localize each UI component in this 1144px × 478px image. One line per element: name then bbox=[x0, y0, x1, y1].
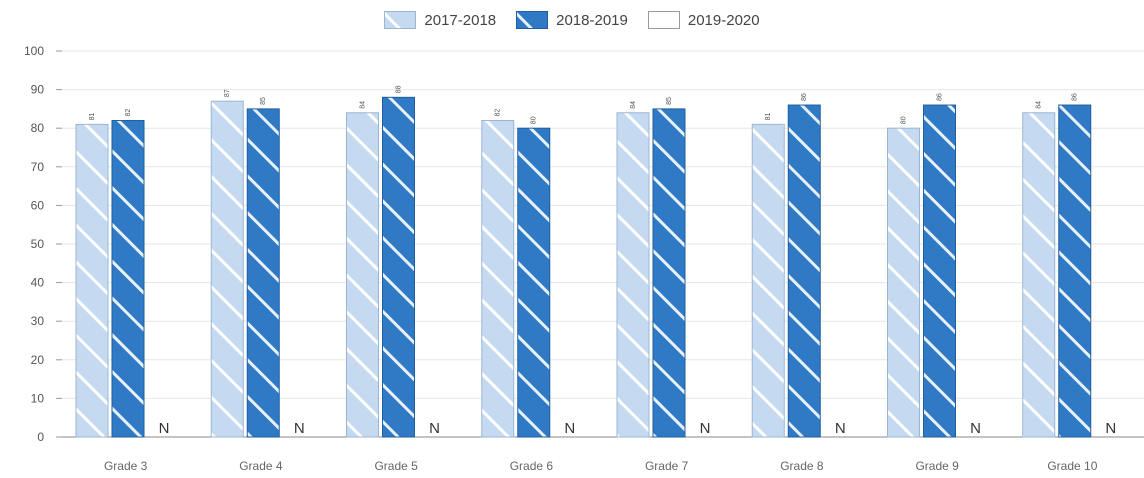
legend-swatch bbox=[384, 11, 417, 29]
bar-2017-2018-Grade 10[interactable] bbox=[1022, 112, 1056, 438]
data-label: 87 bbox=[224, 89, 231, 97]
missing-data-label: N bbox=[970, 420, 981, 437]
legend-swatch bbox=[516, 11, 549, 29]
chart-legend: 2017-2018 2018-2019 2019-2020 bbox=[0, 8, 1144, 32]
y-tick-label: 50 bbox=[31, 237, 45, 251]
x-category-label: Grade 9 bbox=[915, 459, 959, 473]
bar-2018-2019-Grade 7[interactable] bbox=[652, 108, 686, 438]
y-tick-label: 30 bbox=[31, 314, 45, 328]
data-label: 84 bbox=[1036, 101, 1043, 109]
bar-2018-2019-Grade 8[interactable] bbox=[787, 104, 821, 438]
y-tick-label: 0 bbox=[37, 430, 44, 444]
bar-2017-2018-Grade 8[interactable] bbox=[751, 123, 785, 438]
missing-data-label: N bbox=[835, 420, 846, 437]
legend-item-2017-2018[interactable]: 2017-2018 bbox=[384, 11, 496, 29]
missing-data-label: N bbox=[700, 420, 711, 437]
missing-data-label: N bbox=[1105, 420, 1116, 437]
x-category-label: Grade 3 bbox=[104, 459, 148, 473]
y-tick-label: 70 bbox=[31, 160, 45, 174]
data-label: 84 bbox=[360, 101, 367, 109]
bar-2017-2018-Grade 9[interactable] bbox=[887, 127, 920, 438]
data-label: 86 bbox=[937, 93, 944, 101]
y-tick-label: 80 bbox=[31, 121, 45, 135]
y-tick-label: 40 bbox=[31, 276, 45, 290]
bar-2018-2019-Grade 9[interactable] bbox=[923, 104, 956, 438]
missing-data-label: N bbox=[564, 420, 575, 437]
bar-2017-2018-Grade 3[interactable] bbox=[75, 123, 109, 438]
legend-item-2019-2020[interactable]: 2019-2020 bbox=[647, 11, 760, 29]
x-category-label: Grade 4 bbox=[239, 459, 283, 473]
data-label: 86 bbox=[1072, 93, 1079, 101]
legend-swatch bbox=[647, 11, 680, 29]
missing-data-label: N bbox=[429, 420, 440, 437]
bar-2017-2018-Grade 4[interactable] bbox=[210, 100, 244, 438]
x-category-label: Grade 5 bbox=[374, 459, 418, 473]
data-label: 85 bbox=[666, 97, 673, 105]
legend-label: 2017-2018 bbox=[424, 11, 497, 29]
data-label: 88 bbox=[396, 85, 403, 93]
data-label: 81 bbox=[765, 112, 772, 120]
data-label: 86 bbox=[801, 93, 808, 101]
bar-2018-2019-Grade 3[interactable] bbox=[111, 119, 145, 438]
data-label: 80 bbox=[531, 116, 538, 124]
bar-2017-2018-Grade 7[interactable] bbox=[616, 112, 650, 438]
bar-2018-2019-Grade 6[interactable] bbox=[517, 127, 551, 438]
data-label: 82 bbox=[495, 109, 502, 117]
bar-2017-2018-Grade 5[interactable] bbox=[346, 112, 379, 438]
x-category-label: Grade 7 bbox=[645, 459, 689, 473]
data-label: 80 bbox=[901, 116, 908, 124]
bar-2018-2019-Grade 5[interactable] bbox=[382, 96, 415, 438]
bar-2018-2019-Grade 4[interactable] bbox=[246, 108, 280, 438]
legend-label: 2018-2019 bbox=[556, 11, 628, 29]
y-tick-label: 10 bbox=[31, 391, 45, 405]
y-tick-label: 60 bbox=[31, 198, 45, 212]
bar-2018-2019-Grade 10[interactable] bbox=[1058, 104, 1092, 438]
data-label: 85 bbox=[260, 97, 267, 105]
y-tick-label: 20 bbox=[31, 353, 45, 367]
legend-label: 2019-2020 bbox=[687, 11, 760, 29]
bar-2017-2018-Grade 6[interactable] bbox=[481, 119, 515, 438]
x-category-label: Grade 10 bbox=[1047, 459, 1097, 473]
data-label: 82 bbox=[125, 109, 132, 117]
x-category-label: Grade 8 bbox=[780, 459, 824, 473]
data-label: 81 bbox=[89, 112, 96, 120]
missing-data-label: N bbox=[159, 420, 170, 437]
y-tick-label: 100 bbox=[24, 44, 44, 58]
x-category-label: Grade 6 bbox=[510, 459, 554, 473]
legend-item-2018-2019[interactable]: 2018-2019 bbox=[516, 11, 628, 29]
y-tick-label: 90 bbox=[31, 83, 45, 97]
missing-data-label: N bbox=[294, 420, 305, 437]
data-label: 84 bbox=[630, 101, 637, 109]
